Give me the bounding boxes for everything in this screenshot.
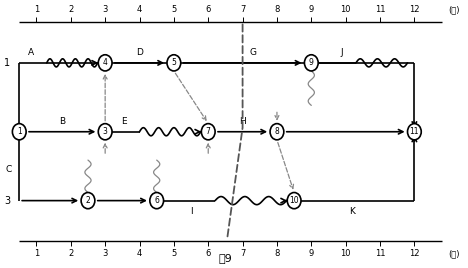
Text: 8: 8 xyxy=(274,5,280,14)
Text: 4: 4 xyxy=(137,5,142,14)
Text: 5: 5 xyxy=(171,249,176,258)
Text: 图9: 图9 xyxy=(219,253,232,263)
Text: 9: 9 xyxy=(309,5,314,14)
Text: 10: 10 xyxy=(340,249,351,258)
Text: 11: 11 xyxy=(375,249,385,258)
Text: 7: 7 xyxy=(240,249,245,258)
Text: 3: 3 xyxy=(4,196,10,206)
Circle shape xyxy=(408,124,421,140)
Text: J: J xyxy=(341,48,344,57)
Text: (天): (天) xyxy=(449,249,460,258)
Text: 3: 3 xyxy=(102,127,108,136)
Text: 6: 6 xyxy=(154,196,159,205)
Circle shape xyxy=(167,55,181,71)
Circle shape xyxy=(201,124,215,140)
Circle shape xyxy=(12,124,26,140)
Text: 6: 6 xyxy=(205,249,211,258)
Text: E: E xyxy=(121,117,127,126)
Text: 2: 2 xyxy=(68,5,73,14)
Text: 1: 1 xyxy=(34,249,39,258)
Text: 2: 2 xyxy=(68,249,73,258)
Circle shape xyxy=(98,55,112,71)
Text: 3: 3 xyxy=(102,5,108,14)
Text: 7: 7 xyxy=(240,5,245,14)
Text: 9: 9 xyxy=(309,58,314,67)
Text: 12: 12 xyxy=(409,249,420,258)
Text: 11: 11 xyxy=(375,5,385,14)
Text: 4: 4 xyxy=(102,58,108,67)
Text: 1: 1 xyxy=(4,58,10,68)
Text: 8: 8 xyxy=(275,127,279,136)
Text: (天): (天) xyxy=(449,5,460,14)
Text: 11: 11 xyxy=(410,127,419,136)
Text: I: I xyxy=(190,207,192,216)
Text: 4: 4 xyxy=(137,249,142,258)
Text: C: C xyxy=(5,165,11,174)
Text: 7: 7 xyxy=(206,127,211,136)
Circle shape xyxy=(287,192,301,209)
Text: 5: 5 xyxy=(171,5,176,14)
Circle shape xyxy=(150,192,164,209)
Text: 1: 1 xyxy=(34,5,39,14)
Circle shape xyxy=(81,192,95,209)
Text: D: D xyxy=(136,48,143,57)
Text: 12: 12 xyxy=(409,5,420,14)
Text: 3: 3 xyxy=(102,249,108,258)
Text: 2: 2 xyxy=(86,196,90,205)
Text: K: K xyxy=(350,207,356,216)
Text: 10: 10 xyxy=(289,196,299,205)
Text: B: B xyxy=(59,117,65,126)
Circle shape xyxy=(304,55,318,71)
Circle shape xyxy=(98,124,112,140)
Text: H: H xyxy=(239,117,246,126)
Text: A: A xyxy=(28,48,34,57)
Text: G: G xyxy=(249,48,256,57)
Text: 8: 8 xyxy=(274,249,280,258)
Text: 10: 10 xyxy=(340,5,351,14)
Text: 6: 6 xyxy=(205,5,211,14)
Text: 9: 9 xyxy=(309,249,314,258)
Text: 1: 1 xyxy=(17,127,22,136)
Text: 5: 5 xyxy=(171,58,176,67)
Circle shape xyxy=(270,124,284,140)
